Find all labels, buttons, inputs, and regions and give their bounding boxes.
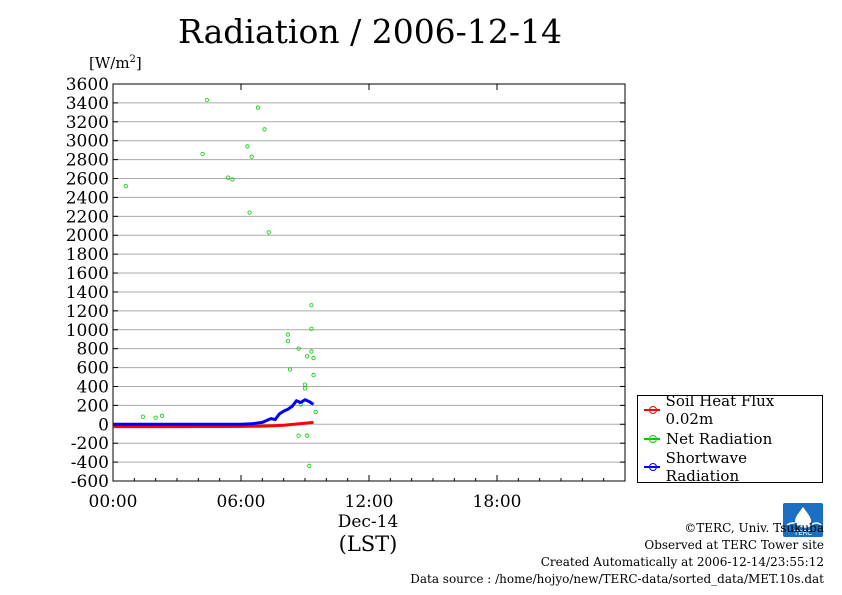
x-tick-label: 06:00 bbox=[217, 492, 266, 512]
footer-source: Data source : /home/hojyo/new/TERC-data/… bbox=[410, 572, 824, 586]
y-tick-label: -600 bbox=[71, 472, 109, 492]
footer-credit: ©TERC, Univ. Tsukuba bbox=[684, 521, 824, 535]
net-radiation-point bbox=[287, 367, 293, 372]
net-radiation-point bbox=[204, 97, 209, 103]
plot-frame bbox=[112, 83, 626, 482]
net-radiation-point bbox=[309, 303, 314, 308]
net-radiation-point bbox=[245, 144, 250, 149]
legend-label-shortwave: Shortwave Radiation bbox=[665, 449, 747, 485]
y-tick-label: 2200 bbox=[66, 207, 109, 227]
net-radiation-point bbox=[285, 339, 291, 344]
logo-text: TERC bbox=[793, 529, 812, 537]
net-radiation-point bbox=[305, 354, 310, 359]
y-tick-label: 2000 bbox=[66, 226, 109, 246]
y-tick-label: 3000 bbox=[66, 132, 109, 152]
y-tick-label: 1000 bbox=[66, 321, 109, 341]
net-radiation-point bbox=[296, 433, 301, 438]
chart-title: Radiation / 2006-12-14 bbox=[178, 12, 562, 51]
y-tick-label: 400 bbox=[77, 377, 109, 397]
net-radiation-point bbox=[262, 127, 267, 132]
x-timezone-label: (LST) bbox=[338, 532, 398, 556]
chart-legend: Soil Heat Flux 0.02m Net Radiation Short… bbox=[637, 392, 823, 485]
soil-heat-flux-line bbox=[113, 420, 314, 429]
y-tick-label: 1800 bbox=[66, 245, 109, 265]
shortwave-radiation-line bbox=[113, 398, 315, 426]
y-axis-unit: [W/m2] bbox=[89, 54, 142, 72]
net-radiation-point bbox=[307, 463, 312, 468]
y-tick-label: 1200 bbox=[66, 302, 109, 322]
y-tick-label: 0 bbox=[98, 415, 109, 435]
net-radiation-point bbox=[200, 151, 205, 157]
net-radiation-point bbox=[153, 415, 158, 420]
y-tick-label: 2400 bbox=[66, 188, 109, 208]
legend-item-shortwave: Shortwave Radiation bbox=[644, 449, 822, 485]
net-radiation-point bbox=[230, 177, 235, 182]
legend-item-soil-heat-flux: Soil Heat Flux 0.02m bbox=[644, 392, 822, 428]
legend-marker-shortwave bbox=[644, 463, 660, 471]
legend-marker-net bbox=[644, 435, 660, 443]
y-tick-label: 1600 bbox=[66, 264, 109, 284]
legend-item-net-radiation: Net Radiation bbox=[644, 429, 772, 449]
y-tick-label: 800 bbox=[77, 340, 109, 360]
x-tick-label: 12:00 bbox=[345, 492, 394, 512]
net-radiation-point bbox=[159, 413, 165, 418]
net-radiation-point bbox=[140, 414, 145, 419]
net-radiation-point bbox=[123, 183, 128, 189]
net-radiation-point bbox=[302, 382, 308, 387]
net-radiation-point bbox=[305, 433, 310, 438]
y-tick-label: 2800 bbox=[66, 151, 109, 171]
net-radiation-point bbox=[255, 105, 261, 110]
y-unit-sup: 2 bbox=[129, 54, 136, 65]
footer-site: Observed at TERC Tower site bbox=[644, 538, 824, 552]
legend-label-net: Net Radiation bbox=[666, 430, 773, 448]
y-tick-label: 600 bbox=[77, 359, 109, 379]
y-tick-label: 2600 bbox=[66, 170, 109, 190]
y-tick-label: 3400 bbox=[66, 94, 109, 114]
net-radiation-point bbox=[266, 230, 271, 235]
y-tick-label: 1400 bbox=[66, 283, 109, 303]
x-tick-label: 00:00 bbox=[89, 492, 138, 512]
net-radiation-point bbox=[309, 349, 314, 354]
terc-logo-icon: TERC bbox=[783, 503, 823, 537]
y-tick-label: -200 bbox=[71, 434, 109, 454]
net-radiation-point bbox=[313, 409, 318, 415]
net-radiation-point bbox=[247, 210, 252, 215]
y-unit-close: ] bbox=[135, 54, 142, 72]
net-radiation-point bbox=[309, 326, 314, 331]
y-tick-label: 200 bbox=[77, 396, 109, 416]
y-tick-label: 3200 bbox=[66, 113, 109, 133]
net-radiation-point bbox=[302, 386, 308, 391]
legend-label-soil: Soil Heat Flux 0.02m bbox=[665, 392, 775, 428]
net-radiation-point bbox=[296, 346, 301, 351]
net-radiation-point bbox=[311, 356, 316, 361]
x-tick-label: 18:00 bbox=[473, 492, 522, 512]
net-radiation-point bbox=[226, 175, 231, 180]
y-tick-label: 3600 bbox=[66, 75, 109, 95]
net-radiation-point bbox=[311, 373, 316, 378]
net-radiation-point bbox=[285, 332, 291, 337]
legend-marker-soil bbox=[644, 406, 660, 414]
footer-created: Created Automatically at 2006-12-14/23:5… bbox=[540, 555, 824, 569]
net-radiation-point bbox=[249, 154, 254, 159]
x-date-label: Dec-14 bbox=[337, 512, 399, 532]
y-unit-text: [W/m bbox=[89, 54, 130, 72]
y-tick-label: -400 bbox=[71, 453, 109, 473]
